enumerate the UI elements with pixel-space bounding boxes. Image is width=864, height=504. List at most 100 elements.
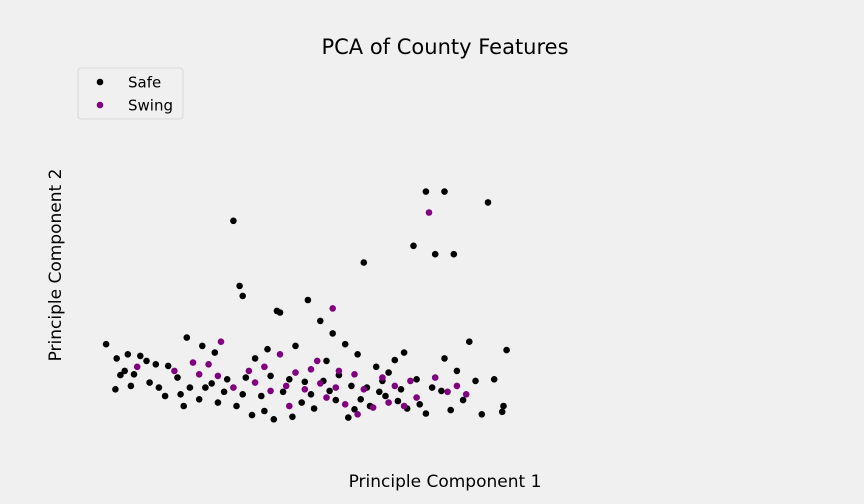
data-point-safe	[416, 401, 424, 408]
data-point-safe	[239, 292, 246, 300]
data-point-safe	[304, 296, 312, 304]
data-point-swing	[267, 387, 274, 395]
data-point-swing	[214, 372, 222, 380]
legend-marker-safe	[96, 78, 104, 86]
data-point-swing	[317, 380, 324, 387]
data-point-swing	[400, 402, 408, 410]
data-point-safe	[264, 345, 271, 353]
data-point-safe	[345, 414, 352, 421]
data-point-safe	[382, 392, 389, 400]
data-point-safe	[498, 408, 506, 416]
data-point-safe	[385, 369, 392, 376]
data-point-safe	[279, 388, 287, 396]
data-point-safe	[230, 217, 237, 225]
data-point-safe	[130, 371, 138, 378]
data-point-safe	[354, 351, 361, 358]
data-point-safe	[199, 342, 206, 350]
legend: Safe Swing	[77, 67, 184, 120]
legend-marker-swing	[96, 101, 104, 109]
data-point-safe	[500, 402, 507, 410]
data-point-safe	[357, 396, 365, 403]
data-point-swing	[425, 209, 433, 216]
data-point-safe	[472, 377, 479, 385]
data-point-safe	[208, 380, 215, 387]
data-point-safe	[289, 413, 296, 421]
data-point-safe	[329, 330, 337, 337]
data-point-swing	[391, 382, 399, 390]
data-point-swing	[407, 377, 414, 385]
data-point-safe	[102, 340, 110, 348]
legend-label-swing: Swing	[128, 97, 173, 115]
data-point-safe	[317, 317, 324, 325]
data-point-safe	[394, 397, 402, 405]
data-point-swing	[379, 374, 386, 381]
data-point-safe	[438, 387, 445, 395]
data-point-safe	[124, 351, 132, 358]
data-point-safe	[211, 349, 219, 356]
data-point-safe	[270, 416, 278, 423]
data-point-safe	[466, 338, 473, 346]
data-point-safe	[286, 376, 293, 383]
data-point-safe	[146, 379, 153, 386]
data-point-safe	[202, 384, 209, 391]
data-point-safe	[223, 376, 231, 383]
data-point-swing	[335, 367, 343, 375]
chart-title: PCA of County Features	[321, 35, 568, 59]
data-point-safe	[155, 384, 163, 391]
data-point-safe	[410, 242, 417, 250]
data-point-safe	[220, 388, 228, 396]
data-point-swing	[245, 367, 253, 375]
data-point-swing	[313, 357, 321, 365]
data-point-safe	[117, 371, 124, 379]
legend-box	[77, 67, 184, 120]
data-point-safe	[376, 388, 383, 396]
data-point-safe	[351, 406, 358, 413]
data-point-safe	[301, 378, 309, 386]
data-point-swing	[351, 371, 358, 378]
data-point-safe	[152, 361, 160, 368]
data-point-swing	[431, 374, 439, 381]
data-point-safe	[441, 188, 448, 195]
data-point-swing	[251, 379, 259, 386]
data-point-safe	[233, 402, 240, 410]
data-point-safe	[431, 250, 439, 258]
data-point-safe	[459, 396, 467, 404]
data-point-swing	[217, 338, 225, 346]
legend-label-safe: Safe	[128, 74, 161, 92]
data-point-safe	[267, 372, 274, 380]
data-point-safe	[422, 188, 430, 195]
data-point-swing	[307, 366, 315, 373]
data-point-safe	[332, 396, 340, 404]
data-point-swing	[369, 404, 377, 411]
data-point-swing	[195, 371, 203, 378]
data-point-safe	[195, 396, 203, 403]
data-point-safe	[310, 405, 318, 412]
data-point-safe	[236, 282, 243, 290]
data-point-safe	[391, 356, 399, 364]
data-point-safe	[360, 259, 368, 266]
data-point-safe	[183, 334, 191, 341]
data-point-safe	[441, 355, 448, 362]
data-point-safe	[276, 309, 284, 316]
data-point-swing	[332, 384, 340, 391]
data-point-safe	[372, 363, 380, 371]
data-point-safe	[177, 391, 184, 398]
data-point-safe	[307, 391, 315, 398]
series-safe	[102, 188, 510, 423]
y-axis-label: Principle Component 2	[46, 169, 66, 362]
data-point-safe	[397, 386, 405, 393]
data-point-safe	[186, 384, 194, 391]
data-point-safe	[450, 250, 458, 258]
data-point-swing	[341, 401, 349, 408]
series-swing	[133, 209, 470, 418]
data-point-safe	[261, 407, 268, 415]
data-point-safe	[258, 392, 265, 400]
data-point-safe	[348, 382, 355, 390]
data-point-safe	[503, 346, 510, 354]
data-point-safe	[242, 374, 250, 381]
data-point-swing	[301, 386, 309, 393]
data-point-swing	[282, 382, 290, 390]
data-point-safe	[161, 392, 169, 400]
data-point-safe	[447, 406, 455, 414]
x-axis-label: Principle Component 1	[349, 472, 542, 492]
